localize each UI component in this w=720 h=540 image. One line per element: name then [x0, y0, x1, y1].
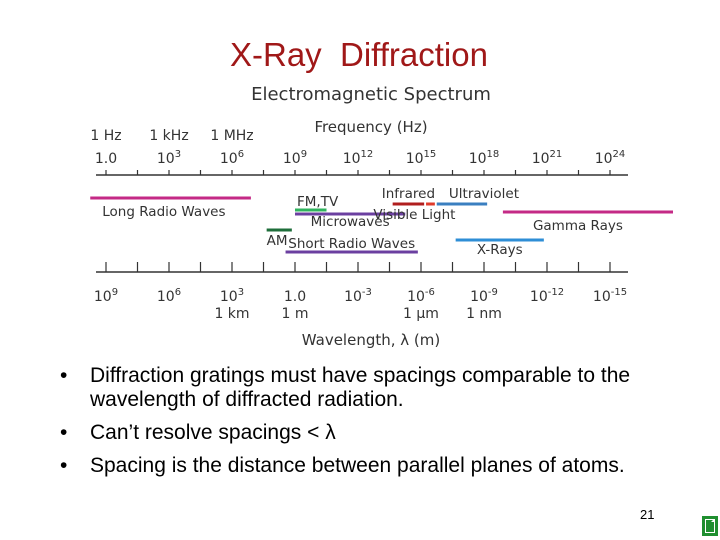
- wavelength-tick-label: 10-6: [407, 287, 435, 305]
- frequency-unit-label: 1 MHz: [210, 128, 253, 144]
- spectrum-title: Electromagnetic Spectrum: [251, 84, 491, 105]
- wavelength-tick-label: 103: [220, 287, 244, 305]
- frequency-tick-label: 1018: [469, 149, 500, 167]
- frequency-scale: [96, 170, 628, 176]
- wavelength-unit-label: 1 m: [282, 306, 309, 322]
- band-label-visible-light: Visible Light: [373, 207, 455, 223]
- bullet-item: Spacing is the distance between parallel…: [60, 454, 690, 478]
- bullet-list: Diffraction gratings must have spacings …: [60, 364, 690, 487]
- slide-title: X-Ray Diffraction: [230, 36, 488, 73]
- band-label-gamma-rays: Gamma Rays: [533, 218, 623, 234]
- band-label-short-radio-waves: Short Radio Waves: [288, 236, 415, 252]
- frequency-tick-label: 109: [283, 149, 307, 167]
- frequency-axis-label: Frequency (Hz): [314, 118, 427, 136]
- frequency-tick-labels: 1.0 103 106 109 1012 1015 1018 1021 1024: [95, 149, 625, 167]
- wavelength-tick-labels: 109 106 103 1.0 10-3 10-6 10-9 10-12 10-15: [94, 287, 627, 305]
- wavelength-tick-label: 10-3: [344, 287, 372, 305]
- band-label-infrared: Infrared: [382, 186, 435, 202]
- band-label-x-rays: X-Rays: [477, 242, 523, 258]
- wavelength-tick-label: 109: [94, 287, 118, 305]
- em-spectrum-diagram: Electromagnetic Spectrum Frequency (Hz) …: [90, 84, 673, 349]
- frequency-unit-label: 1 Hz: [90, 128, 121, 144]
- bullet-item: Diffraction gratings must have spacings …: [60, 364, 690, 412]
- band-label-fm-tv: FM,TV: [297, 194, 339, 210]
- wavelength-tick-label: 106: [157, 287, 181, 305]
- document-icon[interactable]: [702, 516, 718, 536]
- band-label-long-radio-waves: Long Radio Waves: [102, 204, 225, 220]
- band-label-am: AM: [267, 233, 288, 249]
- frequency-tick-label: 103: [157, 149, 181, 167]
- frequency-unit-labels: 1 Hz 1 kHz 1 MHz: [90, 128, 253, 144]
- frequency-tick-label: 106: [220, 149, 244, 167]
- wavelength-axis-label: Wavelength, λ (m): [302, 331, 440, 349]
- frequency-tick-label: 1015: [406, 149, 437, 167]
- wavelength-unit-label: 1 km: [214, 306, 249, 322]
- band-label-ultraviolet: Ultraviolet: [449, 186, 519, 202]
- frequency-tick-label: 1021: [532, 149, 563, 167]
- spectrum-bands: Long Radio Waves AM FM,TV Microwaves Short R…: [90, 186, 673, 258]
- wavelength-scale: [96, 262, 628, 273]
- wavelength-tick-label: 1.0: [284, 289, 306, 305]
- wavelength-unit-labels: 1 km 1 m 1 μm 1 nm: [214, 306, 501, 322]
- page-number: 21: [640, 507, 655, 522]
- frequency-tick-label: 1012: [343, 149, 374, 167]
- wavelength-unit-label: 1 μm: [403, 306, 439, 322]
- band-label-microwaves: Microwaves: [311, 214, 390, 230]
- wavelength-tick-label: 10-15: [593, 287, 627, 305]
- frequency-tick-label: 1024: [595, 149, 626, 167]
- bullet-item: Can’t resolve spacings < λ: [60, 421, 690, 445]
- wavelength-unit-label: 1 nm: [466, 306, 502, 322]
- frequency-tick-label: 1.0: [95, 151, 117, 167]
- frequency-unit-label: 1 kHz: [149, 128, 188, 144]
- wavelength-tick-label: 10-9: [470, 287, 498, 305]
- wavelength-tick-label: 10-12: [530, 287, 564, 305]
